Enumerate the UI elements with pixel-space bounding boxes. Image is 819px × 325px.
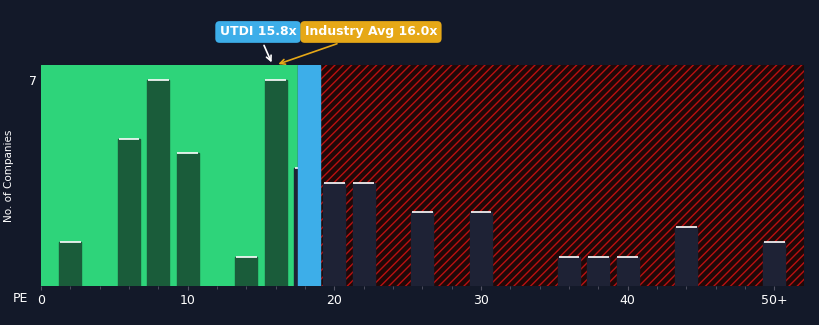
Bar	[411, 212, 432, 286]
Bar	[352, 183, 374, 286]
Bar	[675, 227, 696, 286]
Bar	[118, 139, 140, 286]
Bar	[294, 168, 315, 286]
Bar	[297, 65, 819, 286]
Bar	[41, 65, 297, 286]
Text: PE: PE	[12, 292, 28, 306]
Bar	[59, 242, 81, 286]
Text: Industry Avg 16.0x: Industry Avg 16.0x	[279, 25, 437, 64]
Bar	[235, 256, 257, 286]
Text: No. of Companies: No. of Companies	[4, 129, 14, 222]
Bar	[586, 256, 609, 286]
Bar	[176, 153, 198, 286]
Bar	[297, 65, 819, 286]
Text: UTDI 15.8x: UTDI 15.8x	[219, 25, 296, 61]
Bar	[297, 65, 319, 286]
Bar	[616, 256, 638, 286]
Bar	[762, 242, 785, 286]
Bar	[469, 212, 491, 286]
Bar	[147, 80, 169, 286]
Bar	[557, 256, 579, 286]
Bar	[323, 183, 345, 286]
Bar	[265, 80, 287, 286]
